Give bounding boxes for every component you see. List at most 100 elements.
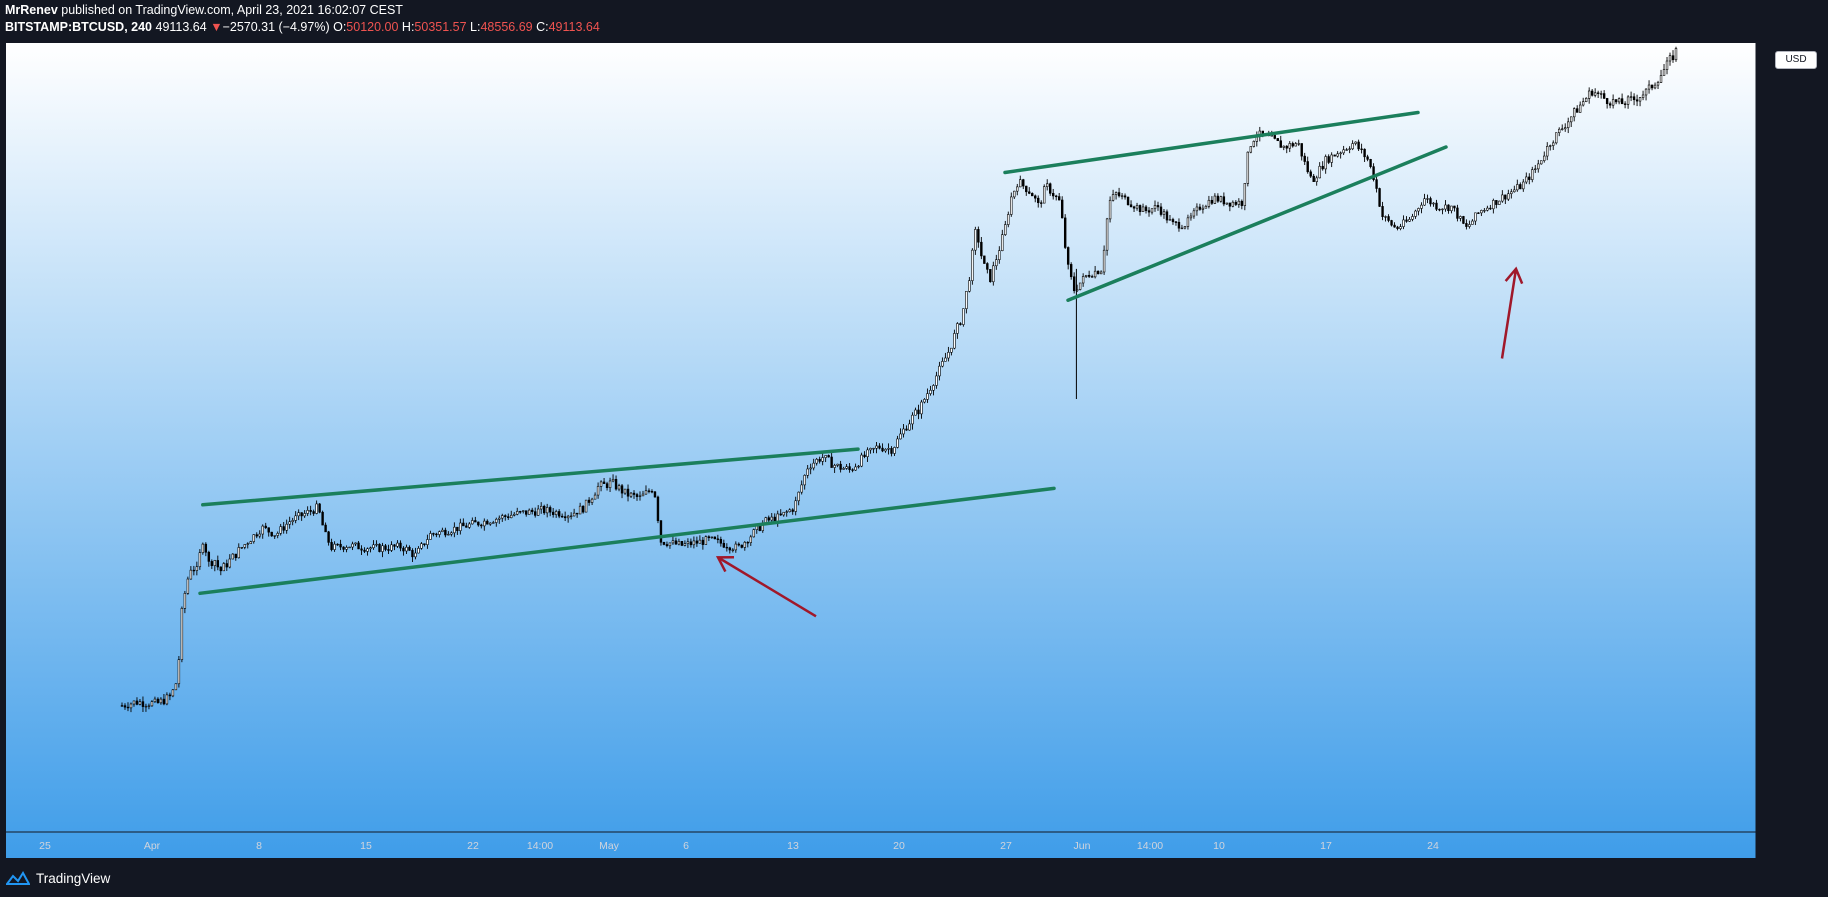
candle-body (456, 526, 459, 532)
publish-info: MrRenev published on TradingView.com, Ap… (5, 3, 403, 17)
candle-body (563, 516, 567, 519)
candle-body (1297, 143, 1300, 145)
candle-body (333, 543, 336, 550)
arrows-layer (715, 266, 1524, 618)
time-axis[interactable]: 25 Apr 8 15 22 14:00 May 6 13 20 27 Jun 14:00 10 17 24 (39, 840, 1439, 852)
arrow-breakdown[interactable] (1500, 266, 1524, 359)
candle-body (1105, 218, 1109, 251)
candle-body (1162, 211, 1166, 215)
candle-body (243, 544, 246, 548)
candle-body (162, 698, 166, 705)
high-label: H: (401, 20, 415, 34)
candle-body (1596, 92, 1600, 94)
open-label: O: (333, 20, 347, 34)
candle-body (887, 448, 890, 450)
trendline-lower-wedge[interactable] (1066, 145, 1448, 302)
candle-body (1504, 194, 1507, 200)
candle-body (1198, 206, 1202, 210)
candle-body (1564, 127, 1567, 130)
candle-body (1632, 96, 1636, 101)
candle-body (123, 705, 127, 708)
candle-body (695, 540, 699, 544)
candle-body (1330, 154, 1333, 163)
candle-body (725, 546, 729, 549)
candle-body (1471, 220, 1474, 225)
candle-body (935, 375, 938, 386)
price-chart[interactable]: 9250.008850.008450.008050.007650.007250.… (6, 43, 1756, 858)
candle-body (1519, 184, 1522, 190)
candle-body (135, 700, 139, 705)
candle-body (587, 499, 591, 503)
candle-body (246, 543, 249, 545)
candle-body (590, 498, 594, 503)
candle-body (180, 608, 184, 660)
candle-body (258, 533, 261, 537)
candle-body (800, 484, 803, 493)
candle-body (192, 569, 196, 572)
candle-body (1291, 143, 1294, 147)
candle-body (189, 569, 193, 580)
candle-body (1653, 84, 1657, 89)
candle-body (1399, 226, 1402, 229)
candle-body (1435, 202, 1438, 210)
candle-body (731, 549, 735, 551)
candle-body (1159, 206, 1163, 215)
candle-body (746, 541, 749, 544)
candle-body (1318, 165, 1321, 179)
candle-body (273, 535, 276, 537)
candle-body (1384, 216, 1387, 218)
author-name[interactable]: MrRenev (5, 3, 58, 17)
candle-body (992, 265, 995, 283)
candle-body (426, 539, 429, 545)
candle-body (1177, 221, 1181, 229)
candle-body (713, 536, 717, 540)
candle-body (1303, 155, 1306, 162)
candle-body (719, 539, 723, 544)
candle-body (1234, 201, 1238, 205)
candle-body (680, 541, 684, 546)
candle-body (1417, 208, 1420, 212)
candle-body (758, 525, 761, 531)
candle-body (809, 467, 812, 470)
candle-body (1402, 219, 1405, 227)
candle-body (249, 541, 252, 545)
candle-body (620, 485, 624, 494)
candle-body (1016, 186, 1019, 192)
candle-body (231, 553, 234, 560)
candle-body (926, 393, 929, 400)
candle-body (749, 536, 752, 543)
candle-body (1072, 276, 1076, 292)
candle-body (1408, 219, 1411, 222)
candle-body (1240, 200, 1244, 206)
candle-body (1656, 82, 1660, 86)
tradingview-brand[interactable]: TradingView (6, 870, 110, 886)
candle-body (1321, 165, 1324, 170)
candle-body (767, 517, 770, 521)
candle-body (1459, 216, 1462, 219)
candle-body (1650, 84, 1654, 89)
tradingview-text: TradingView (36, 870, 111, 886)
candle-body (1126, 196, 1130, 206)
candle-body (1156, 205, 1160, 208)
candle-body (596, 486, 600, 496)
trendline-lower-left-channel[interactable] (198, 486, 1056, 596)
candle-body (1052, 193, 1055, 197)
candle-body (1629, 96, 1633, 98)
candle-body (465, 525, 468, 528)
candle-body (821, 457, 824, 462)
candle-body (1273, 135, 1276, 139)
currency-badge[interactable]: USD (1775, 51, 1817, 69)
trendline-upper-wedge[interactable] (1003, 110, 1420, 175)
arrow-retest[interactable] (715, 555, 817, 618)
candle-body (120, 705, 124, 707)
time-tick-label: 15 (360, 840, 372, 852)
candle-body (1108, 199, 1112, 220)
candle-body (150, 701, 154, 707)
candle-body (528, 509, 531, 515)
candle-body (923, 399, 926, 403)
trendline-upper-left-channel[interactable] (201, 447, 860, 507)
candle-body (459, 522, 462, 532)
candle-body (381, 545, 384, 552)
candle-body (1007, 214, 1010, 225)
candle-body (1285, 145, 1288, 149)
